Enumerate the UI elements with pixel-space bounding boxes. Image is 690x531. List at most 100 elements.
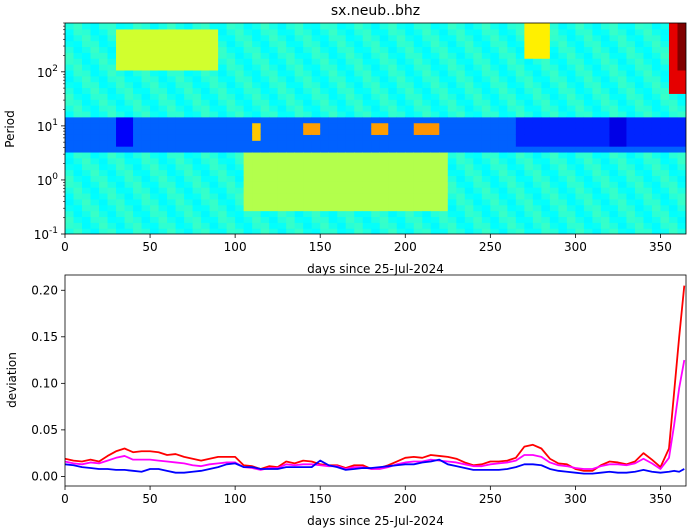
heatmap-cell — [660, 64, 670, 71]
heatmap-cell — [558, 216, 568, 223]
heatmap-cell — [150, 222, 160, 229]
heatmap-cell — [99, 52, 109, 59]
heatmap-cell — [286, 46, 296, 53]
heatmap-cell — [201, 187, 211, 194]
heatmap-cell — [260, 46, 270, 53]
heatmap-cell — [617, 99, 628, 106]
heatmap-cell — [141, 110, 151, 118]
heatmap-cell — [328, 122, 338, 130]
heatmap-cell — [660, 128, 670, 135]
heatmap-cell — [65, 69, 75, 77]
heatmap-cell — [260, 204, 270, 212]
heatmap-cell — [328, 99, 338, 106]
heatmap-cell — [490, 163, 500, 171]
heatmap-cell — [150, 146, 160, 153]
heatmap-cell — [583, 58, 594, 65]
heatmap-cell — [192, 69, 202, 77]
heatmap-cell — [481, 175, 491, 182]
heatmap-cell — [116, 64, 126, 71]
heatmap-cell — [311, 46, 321, 53]
heatmap-cell — [617, 151, 628, 159]
heatmap-cell — [311, 216, 321, 223]
heatmap-cell — [626, 198, 636, 206]
heatmap-cell — [362, 181, 372, 188]
heatmap-cell — [405, 228, 415, 234]
heatmap-cell — [600, 210, 611, 218]
heatmap-cell — [133, 116, 143, 124]
heatmap-cell — [337, 210, 347, 218]
heatmap-cell — [99, 40, 109, 48]
heatmap-cell — [286, 198, 296, 206]
heatmap-cell — [660, 222, 670, 229]
heatmap-cell — [90, 140, 100, 147]
heatmap-cell — [286, 81, 296, 89]
heatmap-cell — [133, 128, 143, 135]
heatmap-cell — [175, 52, 185, 59]
heatmap-cell — [634, 110, 645, 118]
heatmap-cell — [609, 28, 619, 36]
line-panel: 0 50 100 150 200 250 300 350 0.000.050.100.150.… — [5, 274, 687, 528]
heatmap-cell — [481, 192, 491, 200]
heatmap-cell — [498, 146, 508, 153]
heatmap-cell — [643, 58, 653, 65]
heatmap-cell — [277, 87, 287, 94]
heatmap-cell — [141, 23, 151, 30]
heatmap-cell — [634, 157, 645, 165]
heatmap-cell — [617, 216, 628, 223]
heatmap-cell — [226, 116, 236, 124]
heatmap-cell — [473, 175, 483, 182]
heatmap-cell — [575, 163, 585, 171]
heatmap-cell — [371, 192, 381, 200]
heatmap-cell — [150, 64, 160, 71]
heatmap-cell — [184, 210, 194, 218]
heatmap-cell — [490, 116, 500, 124]
heatmap-cell — [175, 151, 185, 159]
heatmap-cell — [473, 222, 483, 229]
heatmap-cell — [473, 105, 483, 112]
heatmap-cell — [226, 122, 236, 130]
heatmap-cell — [218, 105, 228, 112]
heatmap-cell — [354, 216, 364, 223]
heatmap-cell — [456, 110, 466, 118]
heatmap-cell — [345, 128, 355, 135]
heatmap-cell — [651, 192, 662, 200]
heatmap-cell — [575, 75, 585, 83]
heatmap-x-tick-label: 300 — [564, 240, 587, 254]
heatmap-cell — [269, 105, 279, 112]
heatmap-cell — [328, 175, 338, 182]
heatmap-cell — [235, 99, 245, 106]
heatmap-cell — [464, 75, 474, 83]
heatmap-cell — [422, 75, 432, 83]
heatmap-cell — [575, 222, 585, 229]
heatmap-cell — [566, 99, 577, 106]
heatmap-cell — [617, 34, 628, 42]
heatmap-cell — [490, 105, 500, 112]
heatmap-cell — [107, 192, 117, 200]
heatmap-cell — [175, 146, 185, 153]
heatmap-cell — [558, 151, 568, 159]
heatmap-cell — [549, 151, 559, 159]
heatmap-cell — [311, 52, 321, 59]
heatmap-cell — [320, 110, 330, 118]
heatmap-cell — [379, 46, 389, 53]
heatmap-cell — [226, 99, 236, 106]
heatmap-cell — [413, 105, 423, 112]
heatmap-cell — [626, 128, 636, 135]
heatmap-cell — [150, 163, 160, 171]
heatmap-cell — [201, 134, 211, 141]
heatmap-cell — [388, 93, 398, 100]
heatmap-cell — [600, 110, 611, 118]
heatmap-cell — [99, 46, 109, 53]
heatmap-cell — [643, 151, 653, 159]
heatmap-cell — [141, 140, 151, 147]
heatmap-cell — [201, 28, 211, 36]
heatmap-cell — [252, 216, 262, 223]
heatmap-cell — [532, 157, 542, 165]
heatmap-cell — [549, 122, 559, 130]
heatmap-cell — [175, 23, 185, 30]
heatmap-cell — [422, 163, 432, 171]
heatmap-cell — [413, 198, 423, 206]
heatmap-cell — [201, 69, 211, 77]
heatmap-cell — [362, 140, 372, 147]
heatmap-cell — [73, 81, 83, 89]
